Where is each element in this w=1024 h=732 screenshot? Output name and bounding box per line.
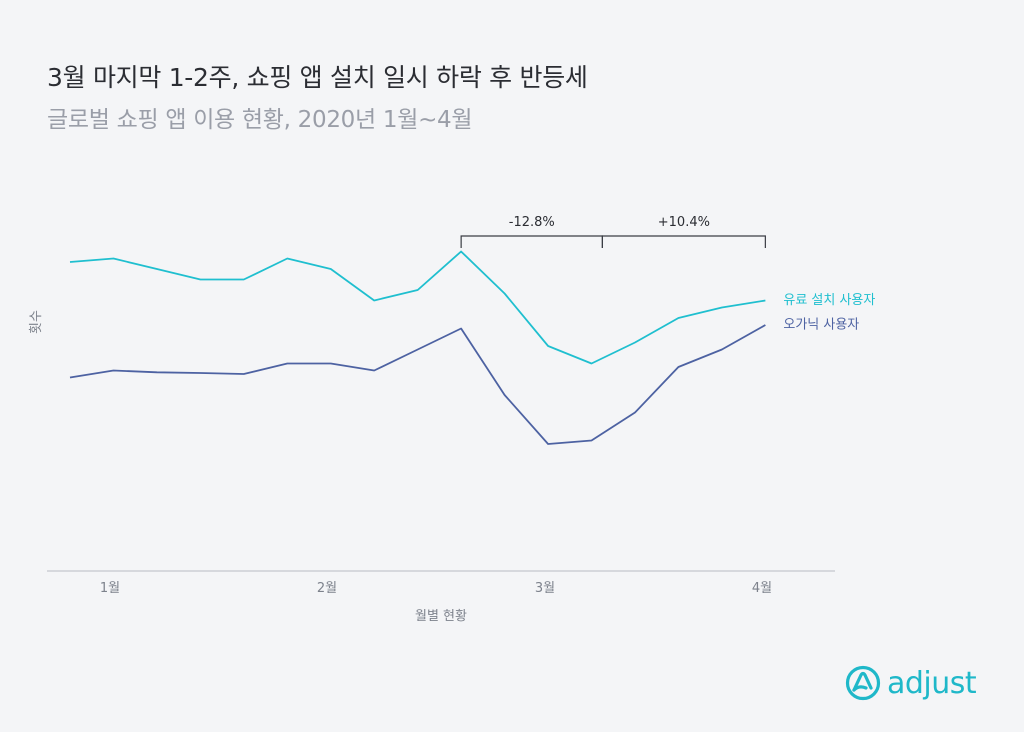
annotation-label-1: -12.8% — [509, 215, 555, 230]
chart-subtitle: 글로벌 쇼핑 앱 이용 현황, 2020년 1월~4월 — [47, 107, 473, 133]
annotation-layer: -12.8% +10.4% — [460, 215, 766, 248]
x-tick-label: 2월 — [317, 581, 337, 596]
series-layer — [69, 250, 766, 445]
series-label-1: 유료 설치 사용자 — [783, 293, 875, 308]
series-line-2 — [69, 324, 766, 445]
x-tick-label: 1월 — [100, 581, 120, 596]
x-tick-labels: 1월 2월 3월 4월 — [100, 581, 772, 596]
adjust-logo-icon — [845, 665, 881, 701]
adjust-wordmark: adjust — [887, 665, 977, 701]
x-tick-label: 4월 — [752, 581, 772, 596]
annotation-bracket-2 — [601, 235, 766, 248]
y-axis-label: 횟수 — [29, 310, 44, 334]
adjust-logo: adjust — [845, 663, 977, 703]
annotation-bracket-1 — [460, 235, 603, 248]
x-axis-label: 월별 현황 — [415, 609, 467, 624]
x-tick-label: 3월 — [535, 581, 555, 596]
series-line-1 — [69, 250, 766, 365]
series-label-2: 오가닉 사용자 — [783, 318, 859, 333]
chart-title: 3월 마지막 1-2주, 쇼핑 앱 설치 일시 하락 후 반등세 — [47, 63, 588, 92]
annotation-label-2: +10.4% — [658, 215, 710, 230]
